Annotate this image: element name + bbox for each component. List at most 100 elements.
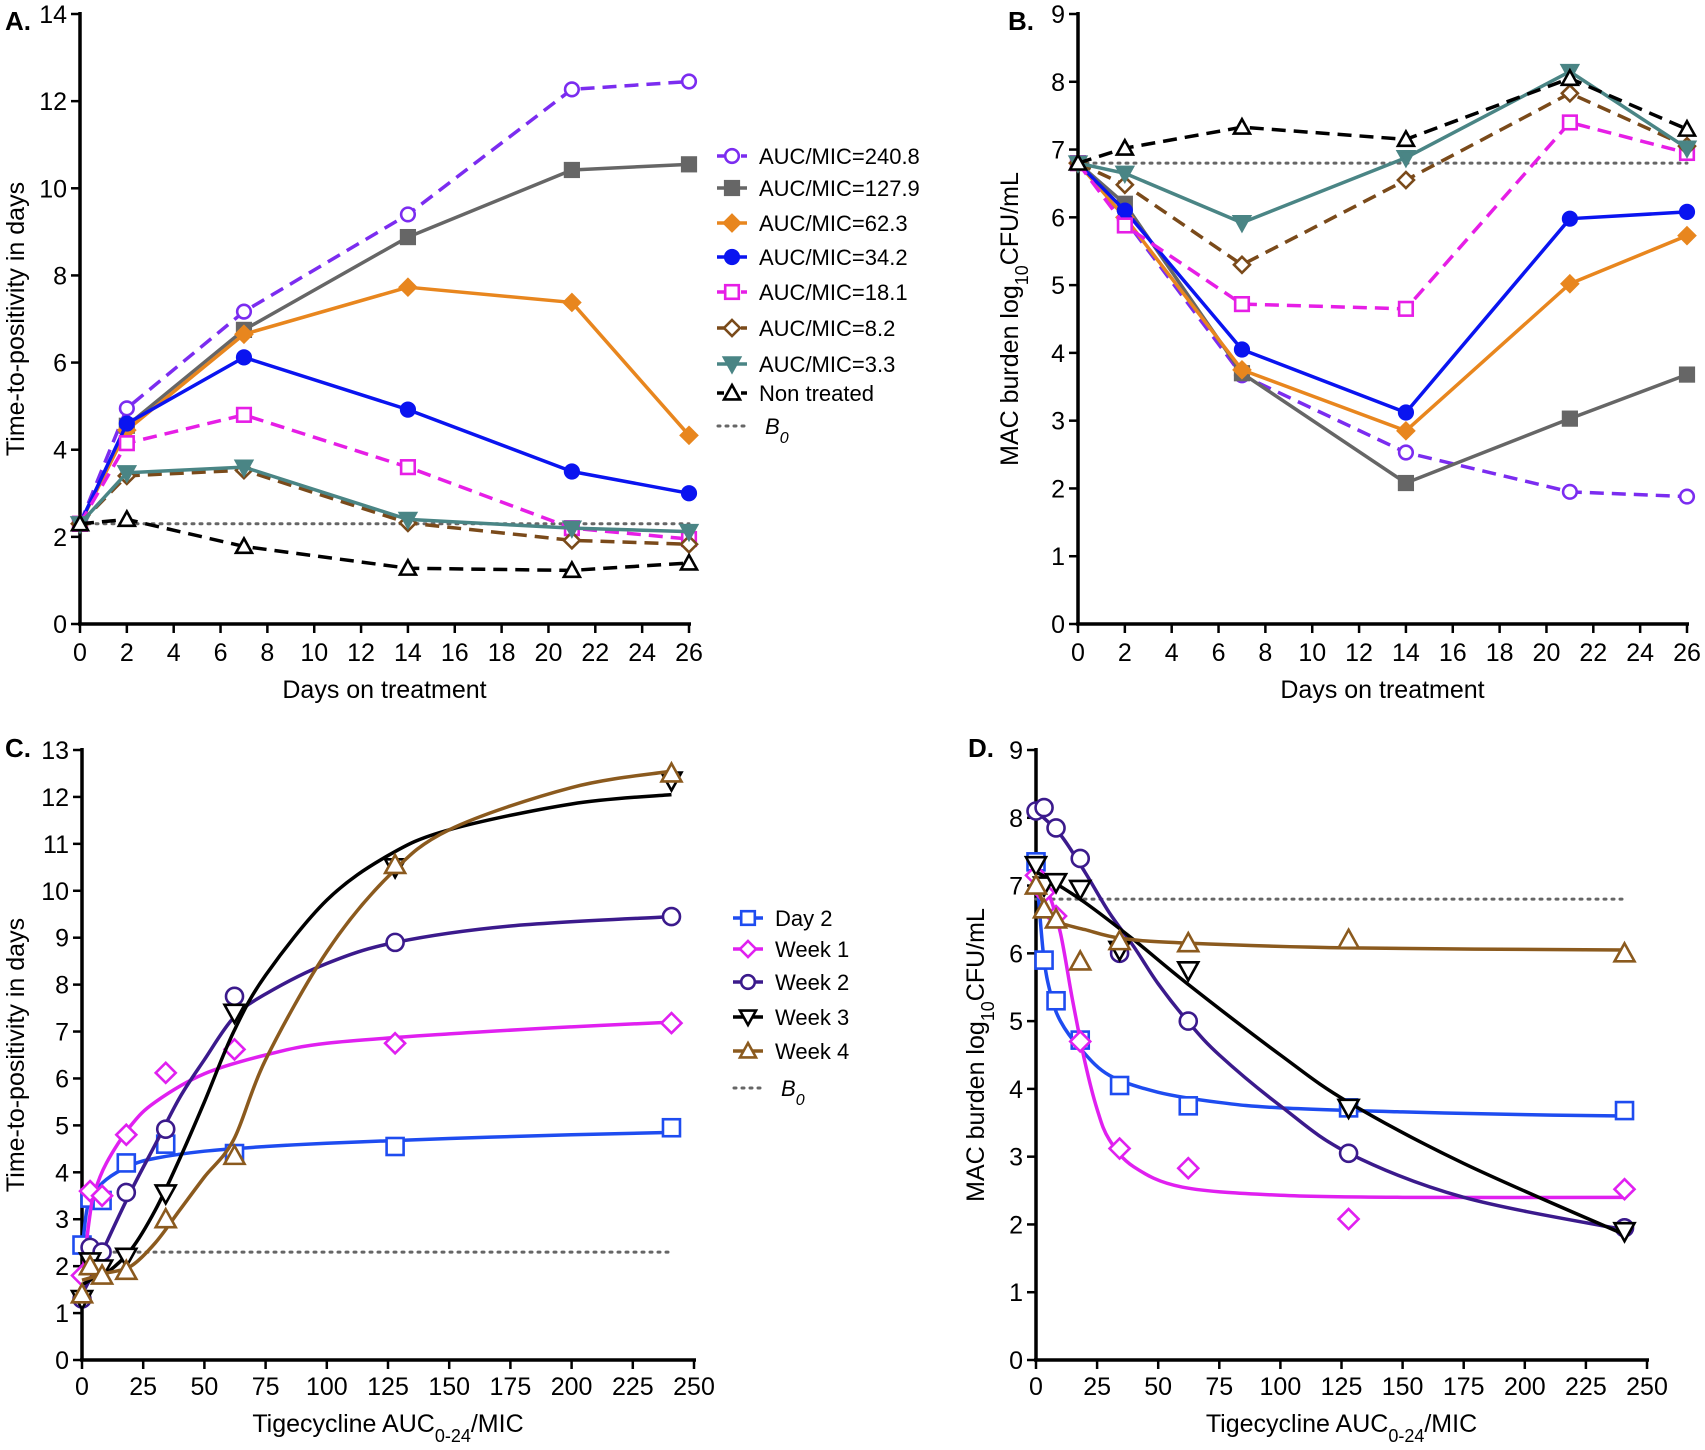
series-0 (1026, 852, 1635, 1121)
x-tick-label: 175 (490, 1373, 532, 1401)
circle-filled-marker (563, 463, 580, 480)
circle-open-marker (1034, 797, 1054, 818)
panel-label: D. (968, 733, 994, 763)
series-3 (1023, 855, 1637, 1244)
circle-filled-marker (118, 415, 135, 432)
y-tick-label: 6 (55, 1065, 69, 1093)
triangle-up-open-marker (1023, 872, 1049, 895)
circle-open-marker (1178, 1011, 1199, 1031)
square-open-marker (399, 459, 417, 476)
triangle-down-filled-marker (1676, 140, 1698, 159)
triangle-down-open-marker (222, 1003, 247, 1026)
triangle-up-open-marker (89, 1262, 115, 1285)
circle-filled-marker (1116, 202, 1133, 219)
triangle-up-open-marker (1559, 67, 1581, 87)
x-axis-title-part: /MIC (471, 1410, 524, 1438)
triangle-down-open-marker (1023, 855, 1049, 878)
x-tick-label: 25 (129, 1373, 157, 1401)
x-tick-label: 16 (1439, 639, 1467, 667)
triangle-up-open-marker (69, 513, 91, 532)
x-tick-label: 16 (441, 639, 469, 667)
x-axis-title-part: 0-24 (435, 1426, 471, 1446)
x-tick-label: 14 (394, 639, 422, 667)
x-tick-label: 20 (1533, 639, 1561, 667)
series-3 (71, 349, 698, 532)
legend-item: AUC/MIC=127.9 (717, 176, 920, 201)
diamond-open-marker (738, 939, 758, 959)
y-axis-title-part: 10 (978, 1001, 998, 1021)
y-tick-label: 4 (1051, 340, 1065, 368)
y-axis-title-part: Time-to-positivity in days (2, 918, 30, 1192)
x-tick-label: 26 (675, 639, 703, 667)
square-open-marker (118, 435, 135, 452)
triangle-up-open-marker (153, 1206, 178, 1229)
triangle-up-open-marker (69, 1281, 95, 1304)
y-tick-label: 8 (55, 972, 69, 1000)
triangle-up-open-marker (1067, 152, 1089, 171)
series-1 (1024, 863, 1637, 1231)
diamond-open-marker (679, 534, 699, 555)
series-line (1077, 76, 1688, 165)
y-tick-label: 9 (1009, 737, 1023, 765)
x-tick-label: 22 (581, 639, 609, 667)
y-tick-label: 0 (1009, 1347, 1023, 1375)
y-tick-label: 2 (1009, 1211, 1023, 1239)
diamond-filled-marker (234, 324, 254, 345)
circle-open-marker (1046, 818, 1066, 838)
series-1 (71, 156, 698, 532)
series-line (78, 465, 690, 534)
diamond-filled-marker (398, 277, 418, 298)
x-tick-label: 0 (1029, 1373, 1043, 1401)
y-tick-label: 9 (1051, 1, 1065, 29)
square-open-marker (1178, 1096, 1199, 1116)
legend-label: AUC/MIC=240.8 (759, 144, 920, 169)
y-tick-label: 6 (1051, 204, 1065, 232)
square-filled-marker (399, 228, 417, 246)
legend-item: Week 4 (733, 1039, 849, 1064)
series-line (1076, 161, 1688, 485)
legend-label: Non treated (759, 381, 874, 406)
triangle-up-open-marker (1336, 927, 1361, 950)
triangle-up-open-marker (1231, 116, 1253, 135)
series-line (78, 468, 690, 547)
series-4 (1069, 114, 1696, 317)
x-tick-label: 24 (628, 639, 656, 667)
circle-filled-marker (399, 401, 417, 418)
y-axis-title-part: MAC burden log (996, 285, 1024, 466)
x-axis-title: Days on treatment (1280, 676, 1484, 704)
triangle-down-filled-marker (1395, 149, 1417, 169)
square-open-marker (1109, 1075, 1130, 1096)
y-tick-label: 12 (41, 784, 69, 812)
triangle-down-open-marker (1043, 872, 1069, 895)
series-6 (69, 459, 700, 543)
diamond-open-marker (1612, 1177, 1637, 1202)
legend: Day 2 Week 1 Week 2 Week 3 Week 4 B0 (732, 906, 849, 1109)
circle-filled-marker (680, 485, 698, 502)
triangle-up-open-marker (114, 1258, 139, 1281)
circle-open-marker (739, 973, 757, 991)
x-tick-label: 100 (1260, 1373, 1302, 1401)
x-tick-label: 26 (1673, 639, 1701, 667)
x-axis-title: Days on treatment (282, 676, 486, 704)
y-tick-label: 7 (55, 1019, 69, 1047)
square-filled-marker (1561, 410, 1578, 427)
triangle-down-filled-marker (1114, 165, 1136, 184)
x-tick-label: 75 (252, 1373, 280, 1401)
triangle-up-open-marker (561, 559, 583, 579)
legend-item: Week 3 (733, 1005, 849, 1030)
x-tick-label: 24 (1626, 639, 1654, 667)
diamond-filled-marker (679, 425, 699, 446)
x-tick-label: 150 (428, 1373, 470, 1401)
triangle-up-open-marker (116, 508, 138, 528)
y-axis-title-part: Time-to-positivity in days (2, 182, 30, 456)
diamond-filled-marker (1396, 420, 1416, 441)
y-axis-title-part: CFU/mL (962, 908, 990, 1001)
diamond-filled-marker (722, 213, 742, 233)
circle-open-marker (155, 1119, 176, 1139)
x-tick-label: 200 (551, 1373, 593, 1401)
series-line (78, 79, 690, 525)
square-open-marker (1561, 114, 1578, 131)
legend-item: AUC/MIC=18.1 (717, 280, 908, 305)
x-tick-label: 125 (1321, 1373, 1363, 1401)
series-0 (71, 73, 698, 532)
